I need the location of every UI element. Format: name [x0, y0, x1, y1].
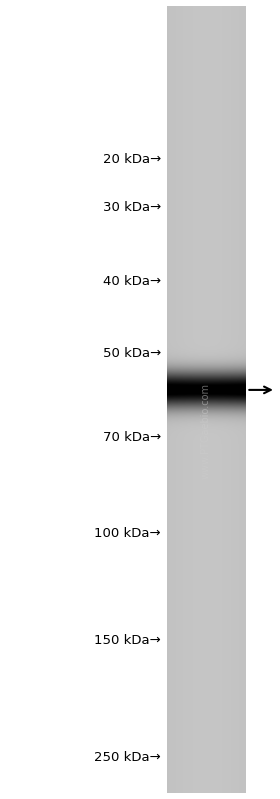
Text: 150 kDa→: 150 kDa→ [94, 634, 161, 647]
Text: 50 kDa→: 50 kDa→ [103, 347, 161, 360]
Text: www.PTGaebio.com: www.PTGaebio.com [201, 384, 211, 479]
Text: 100 kDa→: 100 kDa→ [94, 527, 161, 540]
Text: 40 kDa→: 40 kDa→ [103, 275, 161, 288]
Text: 20 kDa→: 20 kDa→ [103, 153, 161, 166]
Text: 70 kDa→: 70 kDa→ [103, 431, 161, 444]
Text: 30 kDa→: 30 kDa→ [103, 201, 161, 214]
Text: 250 kDa→: 250 kDa→ [94, 751, 161, 764]
